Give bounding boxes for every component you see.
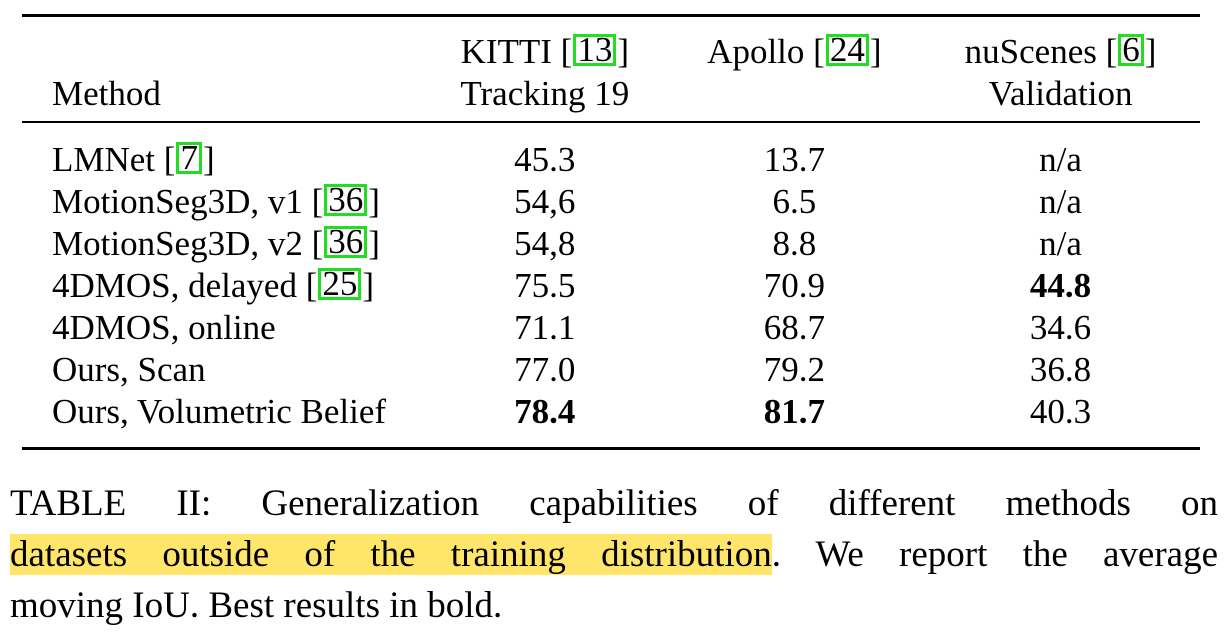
nuscenes-value: n/a	[1039, 182, 1082, 221]
table-caption: TABLE II: Generalization capabilities of…	[10, 478, 1218, 631]
apollo-value: 13.7	[763, 140, 825, 179]
nuscenes-value: 40.3	[1029, 392, 1092, 431]
nuscenes-value: n/a	[1039, 224, 1082, 263]
method-name: 4DMOS, online	[52, 308, 276, 347]
table-row: 4DMOS, delayed [25] 75.5 70.9 44.8	[22, 265, 1200, 307]
apollo-value-best: 81.7	[763, 392, 825, 431]
method-suffix: ]	[368, 182, 380, 221]
nuscenes-value: 36.8	[1029, 350, 1092, 389]
header-nuscenes-suffix: ]	[1144, 32, 1157, 71]
table-header-row: Method KITTI [13] Tracking 19 Apollo [24…	[22, 15, 1200, 123]
method-name: LMNet [	[52, 140, 176, 179]
method-cell: 4DMOS, delayed [25]	[22, 265, 422, 307]
kitti-value-best: 78.4	[514, 392, 576, 431]
nuscenes-value: n/a	[1039, 140, 1082, 179]
method-suffix: ]	[362, 266, 375, 305]
header-apollo: Apollo [24]	[668, 16, 922, 123]
header-method: Method	[52, 74, 161, 113]
apollo-value: 79.2	[763, 350, 825, 389]
caption-line-2: datasets outside of the training distrib…	[10, 529, 1218, 580]
citation-link-24[interactable]: 24	[825, 32, 869, 67]
method-name: MotionSeg3D, v2 [	[52, 224, 324, 263]
apollo-value: 8.8	[772, 224, 817, 263]
header-nuscenes-line2: Validation	[988, 74, 1133, 113]
citation-link-36[interactable]: 36	[324, 224, 368, 259]
kitti-value: 77.0	[514, 350, 576, 389]
method-cell: LMNet [7]	[22, 122, 422, 181]
method-suffix: ]	[202, 140, 215, 179]
method-cell: MotionSeg3D, v2 [36]	[22, 223, 422, 265]
apollo-value: 70.9	[763, 266, 825, 305]
method-cell: Ours, Scan	[22, 349, 422, 391]
nuscenes-value-best: 44.8	[1029, 266, 1092, 305]
citation-link-13[interactable]: 13	[573, 32, 617, 67]
header-kitti-suffix: ]	[617, 32, 629, 71]
header-kitti-prefix: KITTI [	[460, 32, 573, 71]
method-name: Ours, Volumetric Belief	[52, 392, 387, 431]
kitti-value: 75.5	[514, 266, 576, 305]
results-table-container: Method KITTI [13] Tracking 19 Apollo [24…	[22, 14, 1200, 450]
nuscenes-value: 34.6	[1029, 308, 1092, 347]
header-apollo-prefix: Apollo [	[707, 32, 825, 71]
results-table: Method KITTI [13] Tracking 19 Apollo [24…	[22, 14, 1200, 450]
header-kitti: KITTI [13] Tracking 19	[422, 16, 668, 123]
method-cell: 4DMOS, online	[22, 307, 422, 349]
table-row: LMNet [7] 45.3 13.7 n/a	[22, 122, 1200, 181]
method-name: MotionSeg3D, v1 [	[52, 182, 324, 221]
table-row: MotionSeg3D, v1 [36] 54,6 6.5 n/a	[22, 181, 1200, 223]
header-kitti-line2: Tracking 19	[460, 74, 630, 113]
method-suffix: ]	[368, 224, 380, 263]
kitti-value: 71.1	[514, 308, 576, 347]
table-body: LMNet [7] 45.3 13.7 n/a MotionSeg3D, v1 …	[22, 122, 1200, 449]
header-nuscenes: nuScenes [6] Validation	[921, 16, 1200, 123]
kitti-value: 45.3	[514, 140, 576, 179]
table-row: MotionSeg3D, v2 [36] 54,8 8.8 n/a	[22, 223, 1200, 265]
header-nuscenes-prefix: nuScenes [	[964, 32, 1118, 71]
citation-link-6[interactable]: 6	[1118, 32, 1144, 67]
method-cell: MotionSeg3D, v1 [36]	[22, 181, 422, 223]
table-row: 4DMOS, online 71.1 68.7 34.6	[22, 307, 1200, 349]
kitti-value: 54,6	[514, 182, 576, 221]
caption-line-2-rest: . We report the average	[771, 534, 1218, 575]
citation-link-25[interactable]: 25	[318, 266, 362, 301]
caption-line-3: moving IoU. Best results in bold.	[10, 585, 503, 626]
apollo-value: 6.5	[772, 182, 817, 221]
method-cell: Ours, Volumetric Belief	[22, 391, 422, 449]
header-apollo-suffix: ]	[869, 32, 882, 71]
table-row: Ours, Scan 77.0 79.2 36.8	[22, 349, 1200, 391]
citation-link-7[interactable]: 7	[176, 140, 202, 175]
apollo-value: 68.7	[763, 308, 825, 347]
highlighted-text[interactable]: datasets outside of the training distrib…	[10, 534, 772, 575]
caption-line-1: TABLE II: Generalization capabilities of…	[10, 483, 1218, 524]
method-name: Ours, Scan	[52, 350, 206, 389]
kitti-value: 54,8	[514, 224, 576, 263]
method-name: 4DMOS, delayed [	[52, 266, 318, 305]
citation-link-36[interactable]: 36	[324, 182, 368, 217]
table-row: Ours, Volumetric Belief 78.4 81.7 40.3	[22, 391, 1200, 449]
